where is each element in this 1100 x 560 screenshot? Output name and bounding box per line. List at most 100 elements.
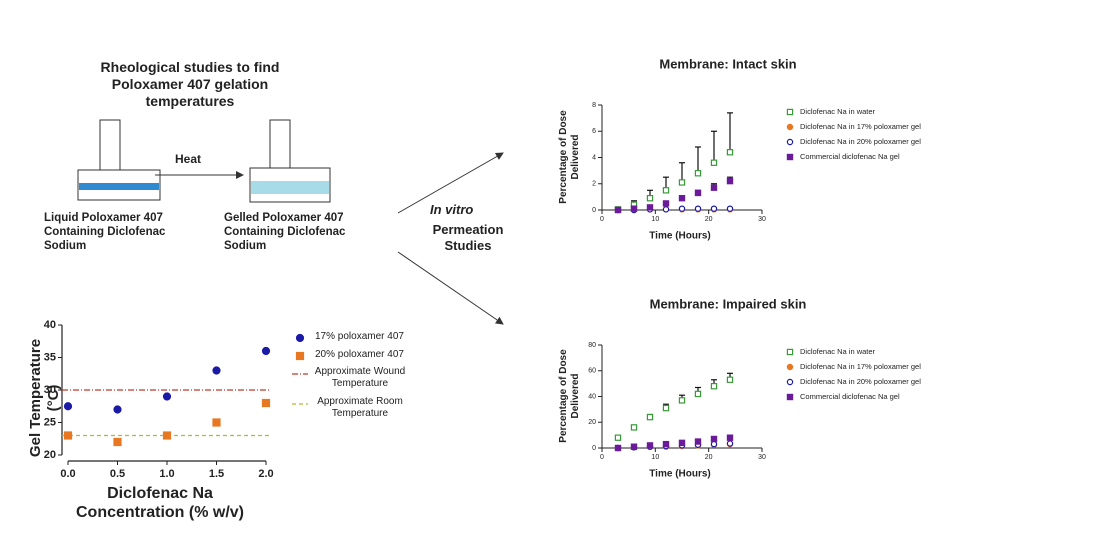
marker [786,348,794,356]
diagram-label: In vitro [430,202,474,217]
y-tick-label: 40 [44,319,56,331]
y-tick-label: 6 [592,128,596,135]
marker [710,440,718,448]
marker [630,424,638,431]
marker [614,444,622,452]
marker [678,194,686,202]
x-tick-label: 0.0 [60,468,75,480]
chart-title: Membrane: Impaired skin [650,296,807,311]
y-tick-label: 0 [592,207,596,214]
marker [63,402,73,411]
arrow [397,152,504,214]
liquid-layer [79,183,159,190]
legend-label: Diclofenac Na in water [800,347,876,356]
marker [678,179,686,186]
y-tick-label: 2 [592,181,596,188]
y-tick-label: 20 [44,449,56,461]
x-tick-label: 0.5 [110,468,125,480]
marker [261,398,271,408]
marker [710,383,718,390]
y-axis-label: Gel Temperature (°C) [27,338,62,458]
x-tick-label: 1.5 [209,468,224,480]
marker [646,194,654,202]
marker [710,205,718,212]
marker [646,204,654,211]
marker [162,392,172,401]
marker [678,397,686,404]
marker [694,438,702,445]
marker [678,205,686,212]
marker [646,442,654,449]
arrow [397,251,504,325]
x-tick-label: 10 [651,216,659,223]
marker [694,170,702,177]
marker [662,404,670,412]
marker [662,200,670,207]
marker [726,205,734,212]
x-tick-label: 20 [705,454,713,461]
x-tick-label: 10 [651,454,659,461]
x-tick-label: 20 [705,216,713,223]
x-tick-label: 30 [758,454,766,461]
marker [662,187,670,194]
y-tick-label: 0 [592,445,596,452]
legend-label: Approximate Room Temperature [317,396,403,419]
marker [726,376,734,383]
legend-label: Diclofenac Na in 17% poloxamer gel [800,122,921,131]
marker [786,378,794,386]
marker [726,434,734,441]
marker [113,405,122,414]
marker [726,440,734,447]
gel-layer [251,181,329,194]
y-tick-label: 25 [44,416,56,428]
marker [694,205,702,212]
marker [662,206,670,213]
y-axis-label: Percentage of Dose Delivered [558,109,581,204]
y-tick-label: 80 [588,342,596,349]
marker [212,418,221,427]
marker [646,413,654,421]
legend-label: Diclofenac Na in water [800,107,876,116]
legend-label: Commercial diclofenac Na gel [800,392,900,401]
chart-title: Membrane: Intact skin [659,56,796,71]
y-tick-label: 8 [592,102,596,109]
legend-label: Approximate Wound Temperature [314,366,406,389]
marker [614,434,622,441]
y-axis-label: Percentage of Dose Delivered [558,348,581,443]
x-axis-label: Diclofenac Na Concentration (% w/v) [75,485,244,522]
marker [694,189,702,197]
y-tick-label: 30 [44,384,56,396]
marker [786,138,794,146]
plunger [269,119,291,169]
legend-label: Diclofenac Na in 20% poloxamer gel [800,137,921,146]
plunger [99,119,121,171]
marker [710,159,718,166]
marker [710,435,718,443]
x-axis-label: Time (Hours) [649,231,711,242]
marker [726,177,734,185]
marker [212,366,221,375]
y-tick-label: 35 [44,351,56,363]
diagram-title: Rheological studies to find Poloxamer 40… [100,59,280,109]
marker [786,363,794,371]
legend-label: Commercial diclofenac Na gel [800,152,900,161]
marker [662,440,670,448]
marker [295,333,305,343]
marker [786,123,794,131]
diagram-label: Liquid Poloxamer 407 Containing Diclofen… [44,212,166,252]
diagram-label: Permeation Studies [432,222,504,253]
arrow-label: Heat [175,152,201,166]
marker [630,205,638,212]
marker [726,149,734,156]
x-tick-label: 1.0 [159,468,174,480]
x-tick-label: 30 [758,216,766,223]
legend-label: Diclofenac Na in 20% poloxamer gel [800,377,921,386]
legend-label: Diclofenac Na in 17% poloxamer gel [800,362,921,371]
legend-label: 20% poloxamer 407 [315,349,404,360]
marker [678,439,686,447]
x-tick-label: 0 [600,216,604,223]
diagram-label: Gelled Poloxamer 407 Containing Diclofen… [224,212,346,252]
marker [630,443,638,450]
